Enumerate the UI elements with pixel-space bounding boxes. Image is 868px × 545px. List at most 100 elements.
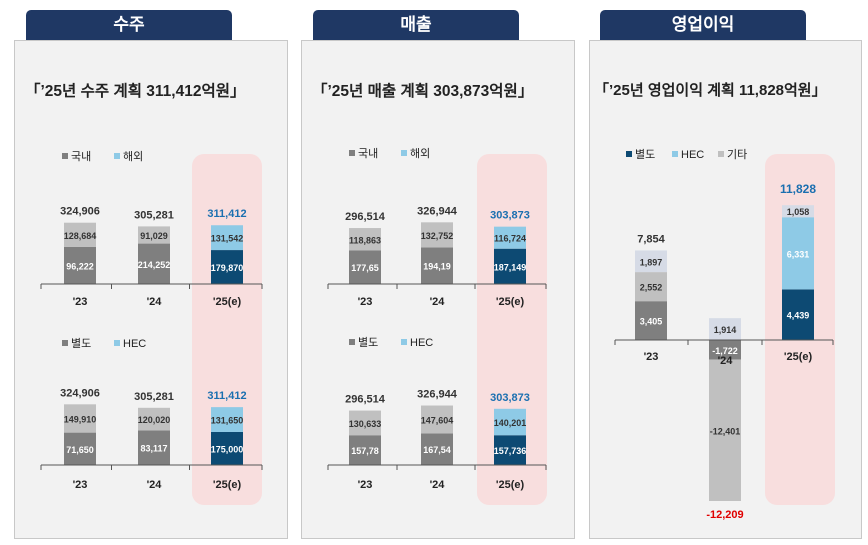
bar-segment: [421, 405, 453, 434]
total-label: 326,944: [417, 205, 458, 217]
legend-swatch: [62, 340, 68, 346]
bar-segment: [635, 301, 667, 340]
bar-segment: [421, 222, 453, 248]
sales-plan-title: 「’25년 매출 계획 303,873억원」: [312, 83, 534, 100]
data-label: 120,020: [138, 415, 171, 425]
tab-sales: 매출: [313, 10, 519, 40]
legend-label: 별도: [71, 337, 91, 350]
data-label: 116,724: [494, 234, 526, 244]
data-label: 71,650: [66, 445, 94, 455]
data-label: 4,439: [787, 311, 810, 321]
data-label: 147,604: [421, 415, 454, 425]
data-label: 83,117: [140, 444, 167, 454]
category-label: '25(e): [213, 479, 242, 491]
tab-orders: 수주: [26, 10, 232, 40]
data-label: 131,650: [211, 416, 244, 426]
total-label: 303,873: [490, 392, 530, 404]
total-label: 324,906: [60, 387, 100, 399]
category-label: '25(e): [213, 296, 242, 308]
total-label: 296,514: [345, 394, 386, 406]
bar-segment: [64, 432, 96, 465]
data-label: 1,914: [714, 325, 737, 335]
bar-segment: [211, 250, 243, 284]
data-label: 177,65: [351, 263, 379, 273]
bar-segment: [782, 217, 814, 290]
legend-label: HEC: [681, 149, 704, 161]
legend-label: 해외: [410, 146, 430, 160]
data-label: 187,149: [494, 262, 527, 272]
data-label: 194,19: [423, 262, 451, 272]
bar-segment: [211, 225, 243, 251]
legend-swatch: [626, 151, 632, 157]
data-label: 130,633: [349, 419, 382, 429]
op-profit-plan-title: 「’25년 영업이익 계획 11,828억원」: [594, 82, 827, 99]
data-label: 167,54: [423, 445, 451, 455]
bar-segment: [494, 435, 526, 465]
category-label: '24: [147, 296, 163, 308]
bar-segment: [211, 407, 243, 432]
total-label: 326,944: [417, 389, 458, 401]
total-label: 7,854: [637, 233, 665, 245]
legend-label: 국내: [358, 147, 378, 160]
total-label: 11,828: [780, 182, 816, 196]
bar-segment: [421, 433, 453, 465]
legend-label: 별도: [358, 336, 378, 349]
bar-segment: [782, 205, 814, 218]
data-label: 157,78: [351, 446, 379, 456]
total-label: 305,281: [134, 391, 174, 403]
legend-swatch: [62, 153, 68, 159]
legend-label: 국내: [71, 150, 91, 163]
data-label: 1,058: [787, 207, 810, 217]
total-label: 305,281: [134, 209, 174, 221]
bar-segment: [494, 248, 526, 284]
bar-segment: [494, 408, 526, 436]
category-label: '24: [430, 479, 446, 491]
bar-segment: [138, 407, 170, 431]
data-label: 214,252: [138, 260, 171, 270]
category-label: '25(e): [496, 296, 525, 308]
data-label: 131,542: [211, 234, 244, 244]
legend-label: 해외: [123, 149, 143, 163]
data-label: 96,222: [66, 261, 94, 271]
legend-swatch: [718, 151, 724, 157]
data-label: 149,910: [64, 414, 97, 424]
bar-segment: [138, 226, 170, 244]
data-label: 175,000: [211, 444, 244, 454]
legend-swatch: [401, 339, 407, 345]
category-label: '24: [430, 296, 446, 308]
legend-swatch: [349, 339, 355, 345]
data-label: 1,897: [640, 257, 663, 267]
data-label: 179,870: [211, 263, 244, 273]
total-label: 311,412: [207, 390, 246, 402]
data-label: 118,863: [349, 235, 381, 245]
legend-swatch: [349, 150, 355, 156]
legend-label: HEC: [410, 337, 433, 349]
bar-segment: [709, 359, 741, 502]
total-label: 303,873: [490, 210, 530, 222]
tab-op-profit: 영업이익: [600, 10, 806, 40]
data-label: 2,552: [640, 283, 663, 293]
data-label: 128,684: [64, 231, 97, 241]
total-label: 296,514: [345, 211, 386, 223]
category-label: '23: [358, 479, 373, 491]
legend-label: HEC: [123, 338, 146, 350]
bar-segment: [709, 340, 741, 360]
legend-label: 기타: [727, 148, 747, 161]
category-label: '24: [718, 355, 734, 367]
bar-segment: [349, 435, 381, 465]
data-label: -12,401: [710, 426, 741, 436]
bar-segment: [138, 430, 170, 465]
bar-segment: [635, 250, 667, 273]
legend-swatch: [401, 150, 407, 156]
category-label: '24: [147, 479, 163, 491]
bar-segment: [494, 226, 526, 249]
category-label: '23: [73, 296, 88, 308]
bar-segment: [64, 246, 96, 284]
bar-segment: [421, 247, 453, 284]
category-label: '23: [73, 479, 88, 491]
data-label: 140,201: [494, 418, 527, 428]
legend-swatch: [114, 340, 120, 346]
legend-swatch: [114, 153, 120, 159]
legend-label: 별도: [635, 148, 655, 161]
